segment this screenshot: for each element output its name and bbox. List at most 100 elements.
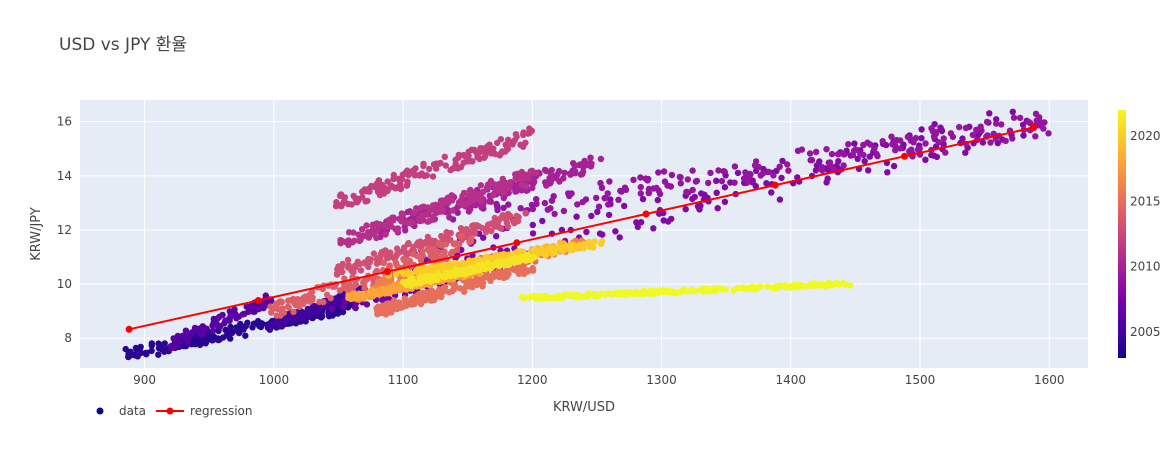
data-point [833,279,840,287]
data-point [392,185,399,192]
data-point [785,283,793,291]
data-point [402,297,409,304]
data-point [630,176,637,183]
data-point [532,295,540,302]
data-point [918,135,925,142]
data-point [387,184,394,191]
data-point [587,163,595,170]
data-point [531,178,538,185]
data-point [427,278,434,285]
data-point [417,275,424,282]
data-point [860,141,867,149]
data-point [290,308,297,315]
data-point [413,267,421,274]
data-point [280,309,288,316]
data-point [655,169,662,176]
data-point [510,218,517,225]
data-point [896,145,904,152]
x-tick-label: 1600 [1034,373,1065,387]
legend[interactable]: data regression [96,404,253,418]
data-point [806,150,814,157]
data-point [479,146,486,153]
data-point [384,287,391,294]
data-point [457,225,465,232]
data-point [363,301,371,308]
data-point [363,222,370,229]
data-point [453,246,461,254]
data-point [375,222,382,229]
data-point [419,297,426,304]
data-point [398,210,405,217]
data-point [505,201,512,208]
data-point [650,225,657,232]
data-point [721,198,729,205]
data-point [352,262,359,269]
data-point [932,128,940,136]
data-point [466,260,473,267]
data-point [665,218,672,225]
data-point [637,219,645,226]
data-point [285,304,292,311]
data-point [812,167,820,174]
data-point [973,126,980,134]
data-point [1009,108,1016,116]
data-point [616,289,623,296]
data-point [892,147,899,154]
data-point [196,336,203,344]
data-point [403,281,410,288]
data-point [616,234,623,241]
data-point [753,284,761,291]
data-point [525,175,532,182]
data-point [637,190,644,197]
data-point [493,233,500,240]
data-point [497,253,505,260]
data-point [393,245,401,252]
data-point [526,125,533,132]
data-point [492,270,499,278]
x-tick-label: 1300 [646,373,677,387]
data-point [768,189,775,196]
data-point [796,283,804,290]
data-point [212,335,219,343]
data-point [529,205,537,213]
data-point [691,193,698,201]
data-point [199,330,207,337]
data-point [1020,132,1027,139]
data-point [654,196,661,204]
data-point [839,150,847,158]
data-point [471,267,478,275]
data-point [210,315,217,323]
legend-item-regression[interactable]: regression [156,404,253,418]
legend-regression-label: regression [190,404,253,418]
data-point [460,287,468,294]
data-point [429,262,436,270]
data-point [857,150,864,157]
data-point [584,293,591,300]
data-point [414,292,421,299]
data-point [518,293,525,301]
colorbar-tick-label: 2005 [1130,325,1161,339]
data-point [847,282,854,289]
data-point [587,243,594,251]
data-point [447,166,454,174]
data-point [908,146,915,153]
data-point [357,235,364,242]
data-point [355,290,363,297]
data-point [480,234,487,241]
data-point [998,121,1005,128]
data-point [242,322,250,330]
colorbar-tick-label: 2015 [1130,194,1161,208]
legend-item-data[interactable]: data [96,404,147,418]
data-point [669,289,677,296]
data-point [512,171,519,178]
regression-point [384,268,392,276]
data-point [373,267,381,274]
data-point [938,126,945,134]
data-point [595,292,602,299]
data-point [460,189,468,197]
data-point [940,141,947,148]
data-point [390,171,397,179]
data-point [757,172,764,179]
data-point [237,326,244,333]
